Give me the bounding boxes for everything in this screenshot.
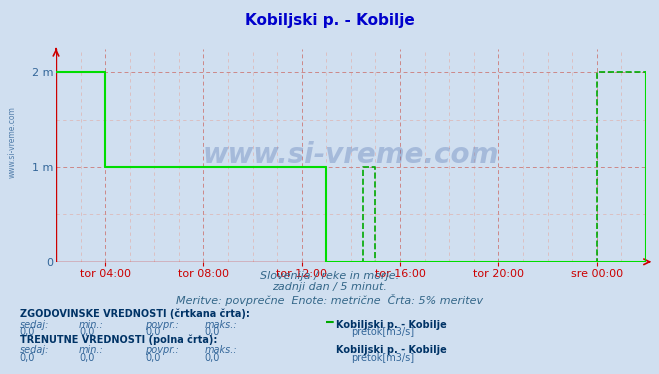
Text: 0,0: 0,0 <box>204 327 219 337</box>
Text: sedaj:: sedaj: <box>20 345 49 355</box>
Text: ZGODOVINSKE VREDNOSTI (črtkana črta):: ZGODOVINSKE VREDNOSTI (črtkana črta): <box>20 309 250 319</box>
Text: 0,0: 0,0 <box>79 327 94 337</box>
Text: maks.:: maks.: <box>204 320 237 330</box>
Text: Kobiljski p. - Kobilje: Kobiljski p. - Kobilje <box>244 13 415 28</box>
Text: 0,0: 0,0 <box>20 327 35 337</box>
Text: maks.:: maks.: <box>204 345 237 355</box>
Text: zadnji dan / 5 minut.: zadnji dan / 5 minut. <box>272 282 387 292</box>
Text: 0,0: 0,0 <box>20 353 35 364</box>
Text: 0,0: 0,0 <box>79 353 94 364</box>
Text: pretok[m3/s]: pretok[m3/s] <box>351 327 415 337</box>
Text: TRENUTNE VREDNOSTI (polna črta):: TRENUTNE VREDNOSTI (polna črta): <box>20 335 217 345</box>
Text: Slovenija / reke in morje.: Slovenija / reke in morje. <box>260 271 399 281</box>
Text: Meritve: povprečne  Enote: metrične  Črta: 5% meritev: Meritve: povprečne Enote: metrične Črta:… <box>176 294 483 306</box>
Text: Kobiljski p. - Kobilje: Kobiljski p. - Kobilje <box>336 320 447 330</box>
Text: 0,0: 0,0 <box>145 353 160 364</box>
Text: min.:: min.: <box>79 345 104 355</box>
Text: 0,0: 0,0 <box>204 353 219 364</box>
Text: sedaj:: sedaj: <box>20 320 49 330</box>
Text: www.si-vreme.com: www.si-vreme.com <box>8 106 17 178</box>
Text: www.si-vreme.com: www.si-vreme.com <box>203 141 499 169</box>
Text: pretok[m3/s]: pretok[m3/s] <box>351 353 415 364</box>
Text: povpr.:: povpr.: <box>145 320 179 330</box>
Text: povpr.:: povpr.: <box>145 345 179 355</box>
Text: Kobiljski p. - Kobilje: Kobiljski p. - Kobilje <box>336 345 447 355</box>
Text: 0,0: 0,0 <box>145 327 160 337</box>
Text: min.:: min.: <box>79 320 104 330</box>
